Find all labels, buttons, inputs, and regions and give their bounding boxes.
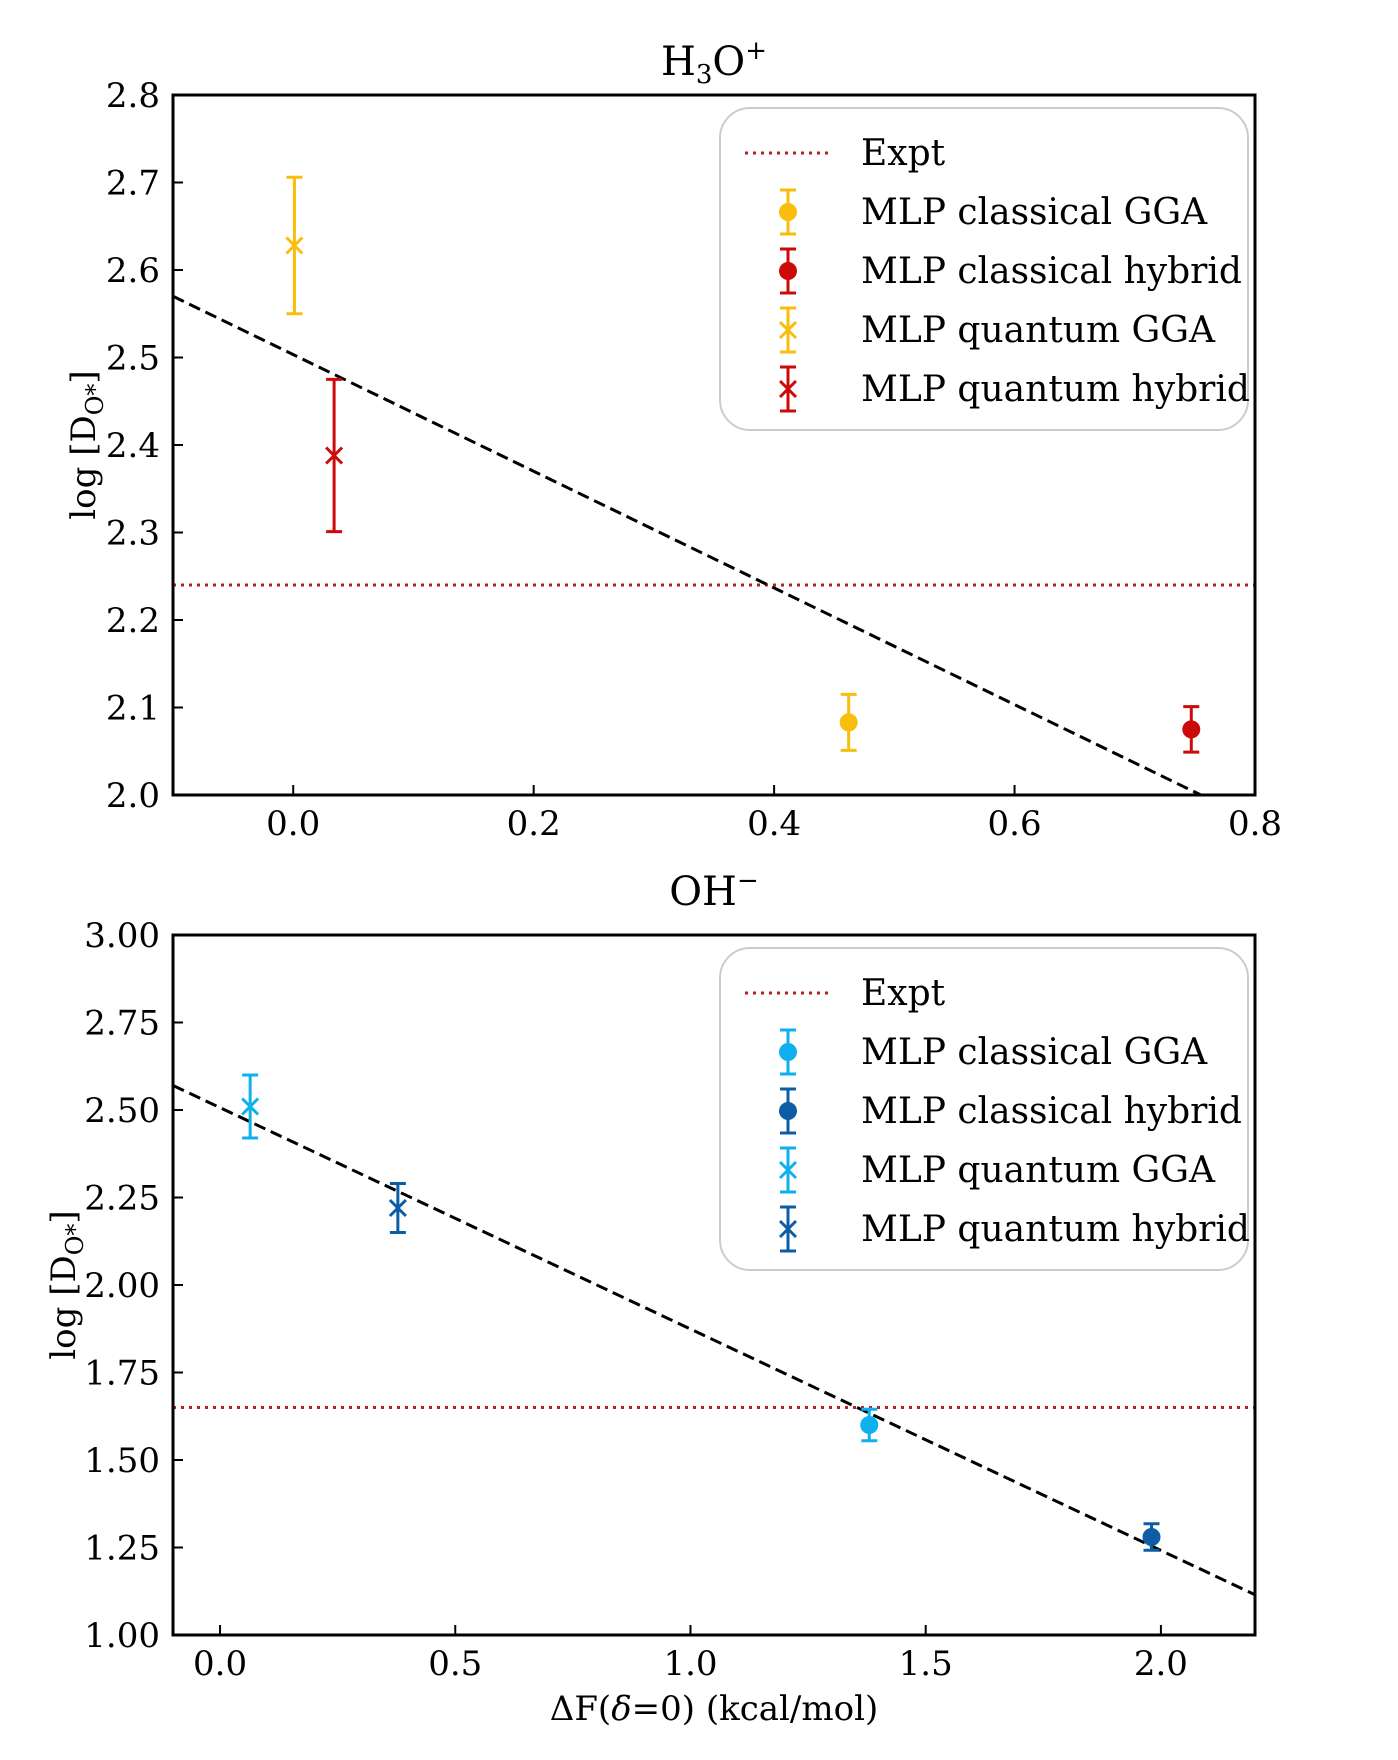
data-point — [1182, 705, 1201, 754]
data-point — [325, 377, 344, 534]
x-tick-label: 2.0 — [1134, 1644, 1188, 1684]
y-tick-label: 2.00 — [84, 1266, 160, 1306]
data-point — [388, 1182, 407, 1234]
y-tick-label: 2.75 — [84, 1004, 160, 1044]
legend-swatch — [778, 320, 798, 340]
y-tick-label: 1.75 — [84, 1354, 160, 1394]
axes-frame — [171, 93, 1257, 797]
legend-label: MLP quantum GGA — [861, 310, 1216, 351]
legend-label: MLP quantum hybrid — [861, 1209, 1250, 1250]
x-tick-label: 1.0 — [663, 1644, 717, 1684]
data-point — [241, 1073, 260, 1140]
legend-swatch — [779, 262, 797, 280]
legend-swatch — [778, 1219, 798, 1239]
point-marker — [1142, 1528, 1161, 1546]
y-tick-label: 1.25 — [84, 1529, 160, 1569]
point-marker — [839, 713, 858, 732]
data-point — [285, 175, 304, 316]
y-tick-label: 2.7 — [106, 164, 160, 204]
y-tick-label: 2.2 — [106, 601, 160, 641]
x-tick-label: 0.0 — [193, 1644, 247, 1684]
x-tick-label: 0.5 — [428, 1644, 482, 1684]
plot-area — [173, 1073, 1255, 1597]
legend-frame — [719, 947, 1249, 1271]
legend-label: MLP classical GGA — [861, 192, 1208, 233]
y-tick-label: 1.00 — [84, 1616, 160, 1656]
y-tick-label: 2.0 — [106, 776, 160, 816]
legend-label: MLP classical GGA — [861, 1032, 1208, 1073]
chart-title: OH− — [669, 866, 758, 915]
y-tick-label: 2.1 — [106, 689, 160, 729]
data-point — [839, 692, 858, 752]
legend: Expt MLP classical GGA MLP classical hybri… — [719, 107, 1250, 431]
x-tick-label: 1.5 — [899, 1644, 953, 1684]
y-tick-label: 2.3 — [106, 514, 160, 554]
legend-label: MLP classical hybrid — [861, 1091, 1242, 1132]
y-tick-label: 3.00 — [84, 916, 160, 956]
legend-label: MLP classical hybrid — [861, 251, 1242, 292]
legend-label: Expt — [861, 973, 946, 1014]
y-tick-label: 2.8 — [106, 76, 160, 116]
y-tick-label: 1.50 — [84, 1441, 160, 1481]
y-tick-label: 2.50 — [84, 1091, 160, 1131]
chart-title: H3O+ — [661, 36, 767, 90]
legend-swatch — [778, 379, 798, 399]
data-point — [860, 1407, 879, 1443]
y-axis-label: log [DO*] — [44, 1210, 89, 1359]
legend-swatch — [779, 1043, 797, 1061]
x-tick-label: 0.4 — [747, 804, 801, 844]
x-tick-label: 0.0 — [266, 804, 320, 844]
legend-label: MLP quantum GGA — [861, 1150, 1216, 1191]
point-marker — [1182, 720, 1201, 739]
legend-swatch — [778, 1160, 798, 1180]
plot-area — [173, 175, 1255, 795]
point-marker — [241, 1097, 260, 1116]
legend-frame — [719, 107, 1249, 431]
y-tick-label: 2.25 — [84, 1179, 160, 1219]
legend-swatch — [779, 1102, 797, 1120]
x-tick-label: 0.2 — [507, 804, 561, 844]
data-point — [1142, 1522, 1161, 1552]
fit-line — [173, 1084, 1255, 1597]
point-marker — [325, 446, 344, 465]
legend: Expt MLP classical GGA MLP classical hybri… — [719, 947, 1250, 1271]
h3o-panel: H3O+ log [DO*] 0.0 0.2 0.4 0.6 0.8 2.0 2.1 2.2 2.3… — [64, 36, 1282, 844]
legend-swatch — [779, 203, 797, 221]
legend-label: MLP quantum hybrid — [861, 369, 1250, 410]
oh-panel: OH− log [DO*] ΔF(δ=0) (kcal/mol) 0.0 0.5 1.0 1… — [44, 866, 1257, 1729]
legend-label: Expt — [861, 133, 946, 174]
x-axis-label: ΔF(δ=0) (kcal/mol) — [550, 1689, 878, 1729]
point-marker — [285, 236, 304, 255]
point-marker — [860, 1416, 879, 1434]
x-tick-label: 0.8 — [1228, 804, 1282, 844]
x-tick-label: 0.6 — [988, 804, 1042, 844]
y-tick-label: 2.4 — [106, 426, 160, 466]
point-marker — [388, 1198, 407, 1218]
y-tick-label: 2.5 — [106, 339, 160, 379]
fit-line — [173, 294, 1202, 795]
axes-frame — [171, 933, 1257, 1637]
y-axis-label: log [DO*] — [64, 370, 109, 519]
y-tick-label: 2.6 — [106, 251, 160, 291]
